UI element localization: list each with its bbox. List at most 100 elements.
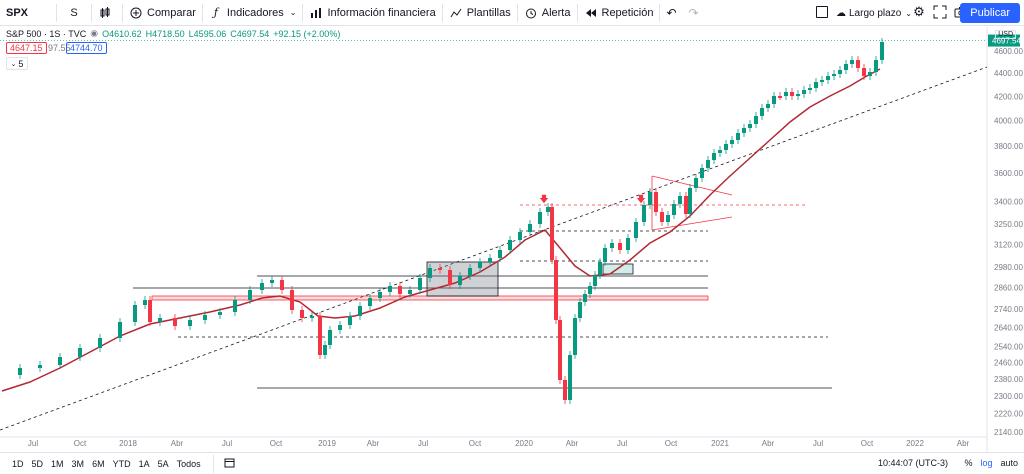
eye-icon[interactable]: ◉ bbox=[90, 28, 99, 38]
candle-body bbox=[428, 268, 432, 278]
divider bbox=[212, 454, 214, 473]
candle-body bbox=[868, 72, 872, 76]
candle-body bbox=[348, 316, 352, 325]
candle-body bbox=[838, 70, 842, 74]
candle-body bbox=[814, 82, 818, 88]
timeframe-list: 1D 5D 1M 3M 6M YTD 1A 5A Todos bbox=[8, 459, 205, 469]
currency-label[interactable]: USD bbox=[995, 30, 1016, 39]
chart-type-button[interactable] bbox=[92, 0, 122, 26]
time-tick-label: 2019 bbox=[318, 439, 336, 448]
replay-button[interactable]: Repetición bbox=[578, 0, 660, 26]
collapsed-count: 5 bbox=[18, 58, 24, 69]
candle-body bbox=[188, 320, 192, 326]
candle-body bbox=[270, 280, 274, 283]
divider bbox=[122, 3, 123, 22]
price-tick-label: 3400.00 bbox=[994, 197, 1023, 206]
cloud-icon: ☁ bbox=[836, 7, 846, 19]
bid-price-box[interactable]: 4647.15 bbox=[6, 42, 47, 54]
candle-body bbox=[148, 300, 152, 322]
candle-body bbox=[310, 316, 314, 318]
undo-button[interactable]: ↶ bbox=[660, 0, 682, 26]
symbol-search[interactable]: SPX bbox=[6, 6, 29, 19]
price-tick-label: 4200.00 bbox=[994, 92, 1023, 101]
candle-body bbox=[593, 275, 597, 286]
timeframe-1m[interactable]: 1M bbox=[51, 458, 64, 469]
templates-button[interactable]: Plantillas bbox=[443, 0, 517, 26]
price-tick-label: 2740.00 bbox=[994, 305, 1023, 314]
candle-body bbox=[706, 160, 710, 168]
candle-body bbox=[538, 212, 542, 224]
chevron-down-icon: ⌄ bbox=[10, 60, 17, 68]
compare-button[interactable]: Comparar bbox=[123, 0, 202, 26]
arrow-down-icon: 🡇 bbox=[636, 194, 645, 204]
candle-body bbox=[718, 150, 722, 153]
compare-label: Comparar bbox=[147, 6, 196, 19]
auto-scale-toggle[interactable]: auto bbox=[1000, 458, 1018, 468]
candle-body bbox=[772, 96, 776, 104]
fullscreen-button[interactable] bbox=[933, 5, 947, 19]
candle-body bbox=[290, 290, 294, 310]
triangle-upper bbox=[651, 175, 733, 196]
fullscreen-layout-button[interactable] bbox=[816, 6, 828, 18]
candle-body bbox=[874, 60, 878, 72]
candle-body bbox=[318, 316, 322, 355]
candle-body bbox=[563, 380, 567, 400]
financials-button[interactable]: Información financiera bbox=[303, 0, 441, 26]
settings-button[interactable]: ⚙ bbox=[911, 4, 927, 20]
candle-body bbox=[832, 74, 836, 76]
divider bbox=[576, 3, 578, 22]
timeframe-1d[interactable]: 1D bbox=[12, 458, 24, 469]
candle-body bbox=[760, 108, 764, 116]
candle-body bbox=[808, 88, 812, 90]
candle-body bbox=[143, 300, 147, 305]
candle-body bbox=[528, 224, 532, 232]
layout-selector[interactable]: ☁ Largo plazo ⌄ bbox=[836, 0, 912, 26]
clock-timezone[interactable]: 10:44:07 (UTC-3) bbox=[877, 458, 948, 468]
candle-body bbox=[880, 42, 884, 60]
candle-body bbox=[498, 250, 502, 258]
percent-scale-toggle[interactable]: % bbox=[964, 458, 973, 468]
candle-body bbox=[78, 348, 82, 357]
ohlc-change: +92.15 (+2.00%) bbox=[273, 28, 341, 39]
price-tick-label: 4600.00 bbox=[994, 47, 1023, 56]
goto-date-button[interactable] bbox=[224, 457, 235, 471]
divider bbox=[56, 3, 57, 22]
candle-body bbox=[826, 76, 830, 80]
candle-body bbox=[573, 318, 577, 355]
redo-button[interactable]: ↷ bbox=[683, 0, 705, 26]
candle-body bbox=[588, 286, 592, 294]
alert-label: Alerta bbox=[541, 6, 571, 19]
candle-body bbox=[802, 90, 806, 94]
candle-body bbox=[546, 207, 550, 212]
candle-body bbox=[438, 268, 442, 270]
alert-button[interactable]: Alerta bbox=[518, 0, 577, 26]
indicators-button[interactable]: ƒ Indicadores ⌄ bbox=[203, 0, 303, 26]
layout-label: Largo plazo bbox=[849, 7, 902, 19]
timeframe-5a[interactable]: 5A bbox=[157, 458, 169, 469]
publish-button[interactable]: Publicar bbox=[960, 3, 1020, 23]
timeframe-ytd[interactable]: YTD bbox=[112, 458, 131, 469]
timeframe-1a[interactable]: 1A bbox=[138, 458, 150, 469]
timeframe-todos[interactable]: Todos bbox=[176, 458, 201, 469]
timeframe-6m[interactable]: 6M bbox=[92, 458, 105, 469]
log-scale-toggle[interactable]: log bbox=[980, 458, 993, 468]
candle-body bbox=[358, 306, 362, 316]
candle-body bbox=[118, 322, 122, 338]
ask-price-box[interactable]: 4744.70 bbox=[66, 42, 107, 54]
indicators-collapse-button[interactable]: ⌄ 5 bbox=[6, 57, 28, 70]
series-title[interactable]: S&P 500 · 1S · TVC bbox=[6, 28, 87, 39]
alarm-clock-icon bbox=[524, 6, 538, 20]
candle-body bbox=[654, 192, 658, 212]
time-tick-label: Oct bbox=[74, 439, 87, 448]
timeframe-5d[interactable]: 5D bbox=[31, 458, 44, 469]
time-tick-label: Oct bbox=[270, 439, 283, 448]
divider bbox=[441, 3, 443, 22]
price-chart[interactable]: 4600.00 4400.00 4200.00 4000.00 3800.00 3600.… bbox=[0, 27, 1024, 452]
candle-body bbox=[338, 325, 342, 330]
time-tick-label: 2021 bbox=[711, 439, 729, 448]
candle-body bbox=[558, 320, 562, 380]
timeframe-3m[interactable]: 3M bbox=[71, 458, 85, 469]
financials-label: Información financiera bbox=[327, 6, 436, 19]
ohlc-low: L4595.06 bbox=[188, 28, 227, 39]
interval-button[interactable]: S bbox=[70, 6, 78, 19]
